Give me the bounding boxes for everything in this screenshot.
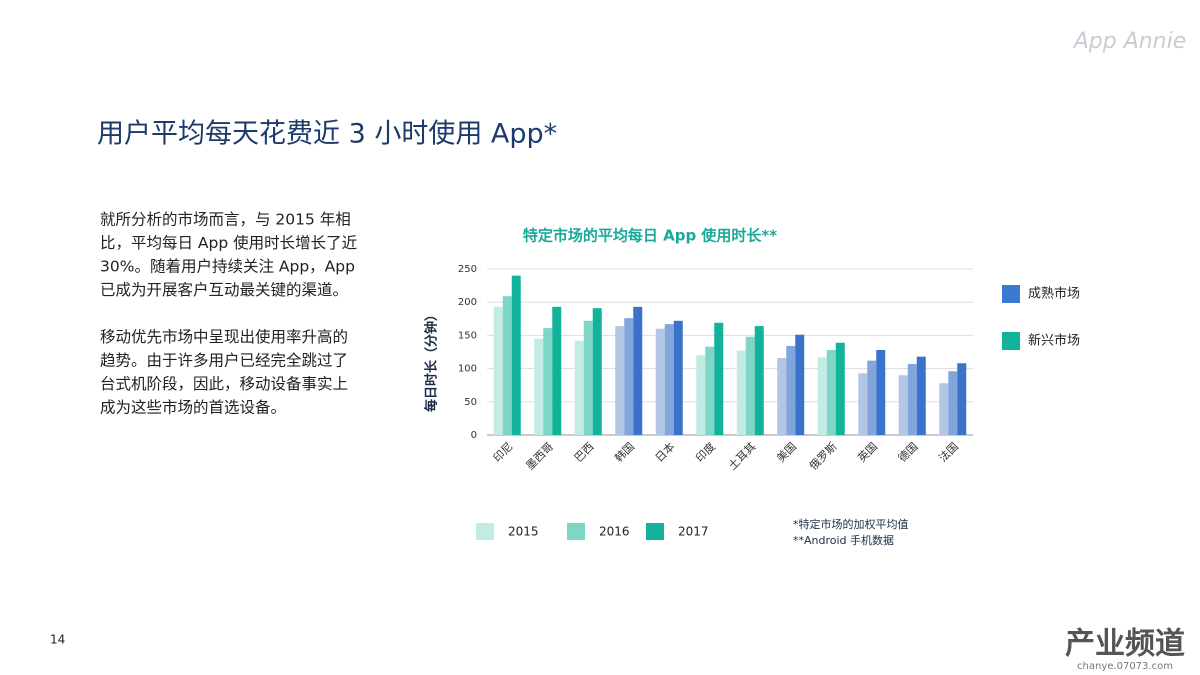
bar [948, 371, 958, 435]
bar [493, 306, 503, 435]
bar [957, 363, 967, 435]
y-axis-label: 每日时长（分钟） [424, 308, 440, 412]
bar [664, 324, 674, 435]
y-tick-label: 200 [458, 297, 477, 308]
legend-swatch [1002, 332, 1020, 350]
paragraph-line: 台式机阶段，因此，移动设备事实上 [100, 375, 348, 393]
paragraph-line: 成为这些市场的首选设备。 [100, 399, 286, 417]
bar [777, 357, 787, 435]
bar [907, 363, 917, 435]
footnote: **Android 手机数据 [793, 533, 894, 547]
chart-title: 特定市场的平均每日 App 使用时长** [523, 227, 777, 245]
bar [705, 346, 715, 435]
bar [502, 296, 512, 435]
legend-label: 2016 [599, 525, 630, 539]
y-tick-label: 150 [458, 330, 477, 341]
bar [795, 334, 805, 435]
logo: App Annie [1072, 29, 1187, 54]
watermark: 产业频道 [1065, 627, 1185, 662]
bar [826, 350, 836, 435]
legend-label: 2015 [508, 525, 539, 539]
paragraph-line: 30%。随着用户持续关注 App，App [100, 258, 355, 276]
bar [916, 356, 926, 435]
bar [858, 373, 868, 435]
paragraph-line: 趋势。由于许多用户已经完全跳过了 [100, 352, 348, 370]
bar [624, 318, 634, 435]
bar [543, 328, 553, 435]
bar [786, 346, 796, 435]
bar [615, 326, 625, 435]
bar [511, 275, 521, 435]
legend-swatch [1002, 285, 1020, 303]
bar [736, 350, 746, 435]
paragraph-line: 就所分析的市场而言，与 2015 年相 [100, 211, 351, 229]
bar [592, 308, 602, 435]
legend-swatch [567, 523, 585, 540]
bar [655, 328, 665, 435]
page-number: 14 [50, 633, 65, 647]
y-tick-label: 50 [464, 397, 477, 408]
slide-title: 用户平均每天花费近 3 小时使用 App* [97, 119, 557, 150]
y-tick-label: 100 [458, 364, 477, 375]
bar [633, 306, 643, 435]
bar [745, 336, 755, 435]
bar [673, 320, 683, 435]
bar [696, 355, 706, 435]
bar [817, 357, 827, 435]
bar [754, 326, 764, 435]
bar [898, 375, 908, 435]
legend-label: 2017 [678, 525, 709, 539]
bar [835, 342, 845, 435]
paragraph-line: 已成为开展客户互动最关键的渠道。 [100, 281, 348, 299]
paragraph-line: 移动优先市场中呈现出使用率升高的 [100, 328, 348, 346]
legend-swatch [476, 523, 494, 540]
watermark-url: chanye.07073.com [1077, 661, 1173, 672]
bar [876, 350, 886, 435]
bar [574, 340, 584, 435]
y-tick-label: 250 [458, 264, 477, 275]
footnote: *特定市场的加权平均值 [793, 517, 909, 531]
bar [867, 360, 877, 435]
legend-swatch [646, 523, 664, 540]
legend-label: 新兴市场 [1028, 333, 1080, 349]
paragraph-line: 比，平均每日 App 使用时长增长了近 [100, 234, 357, 252]
legend-label: 成熟市场 [1028, 286, 1080, 302]
bar [534, 338, 544, 435]
y-tick-label: 0 [471, 430, 477, 441]
bar [552, 306, 562, 435]
bar [714, 322, 724, 435]
bar [939, 383, 949, 435]
bar [583, 320, 593, 435]
